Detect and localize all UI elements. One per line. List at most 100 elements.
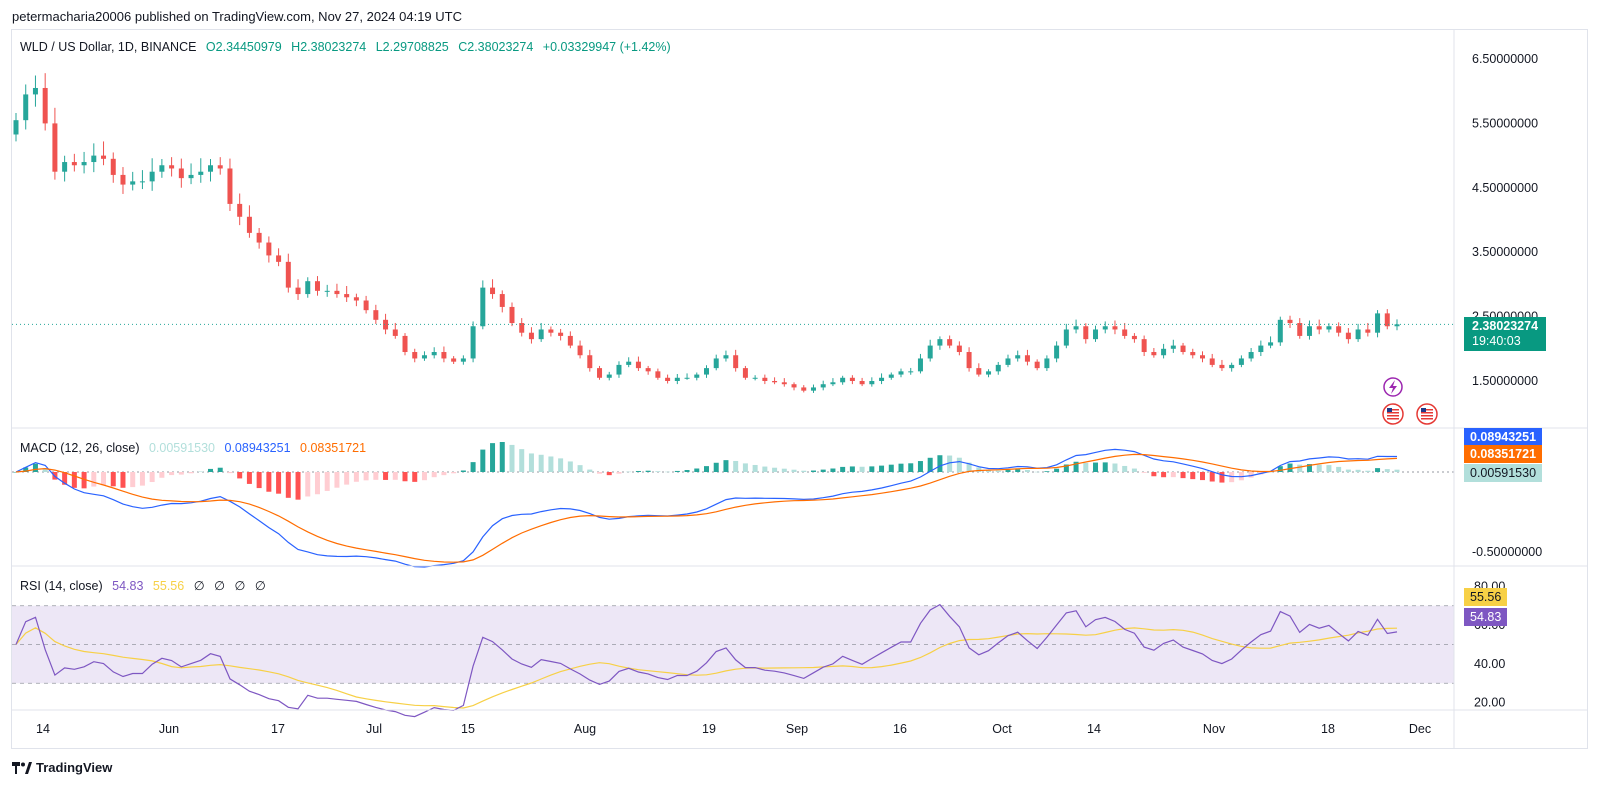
candle-body [392,329,398,336]
candle-body [616,364,622,375]
candle-body [490,287,496,295]
candle-body [1083,326,1089,340]
macd-histogram-bar [616,472,622,474]
candle-body [606,374,612,378]
candle-body [1394,324,1400,327]
candle-body [879,377,885,381]
candle-body [1024,355,1030,362]
macd-histogram-bar [995,470,1001,472]
ohlc-low: L2.29708825 [375,40,449,54]
macd-histogram-bar [139,472,145,486]
candle-body [645,368,651,372]
candle-body [470,326,476,359]
candle-body [169,165,175,169]
macd-histogram-bar [1083,462,1089,472]
macd-histogram-bar [723,460,729,472]
candle-body [849,377,855,381]
macd-histogram-bar [480,449,486,472]
candle-body [519,323,525,333]
macd-histogram-bar [169,472,175,476]
macd-histogram-bar [402,472,408,482]
macd-legend: MACD (12, 26, close) 0.00591530 0.089432… [20,441,372,455]
macd-histogram-bar [246,472,252,484]
macd-histogram-bar [528,453,534,472]
candle-body [276,255,282,262]
macd-histogram-bar [684,470,690,472]
candle-body [538,329,544,340]
macd-histogram-bar [626,471,632,473]
candle-body [237,203,243,217]
rsi-ma-line [15,627,1398,709]
macd-signal-value: 0.08351721 [300,441,367,455]
rsi-line [15,603,1398,718]
macd-histogram-bar [830,468,836,472]
candle-body [674,377,680,381]
candle-body [1297,323,1303,336]
last-price-pill: 2.38023274 19:40:03 [1464,317,1547,351]
candle-body [840,377,846,383]
candle-body [869,381,875,385]
ohlc-change: +0.03329947 (+1.42%) [542,40,671,54]
candle-body [295,287,301,295]
macd-histogram-bar [879,465,885,472]
macd-histogram-bar [898,463,904,472]
macd-histogram-bar [285,472,291,498]
candle-body [324,290,330,292]
macd-histogram-bar [62,472,68,485]
candle-body [1238,358,1244,365]
candle-body [937,339,943,346]
us-flag-event-icon-stripe [1387,418,1399,420]
macd-histogram-bar [324,472,330,491]
tradingview-brand[interactable]: TradingView [12,760,112,775]
macd-histogram-bar [1190,472,1196,480]
chart-canvas[interactable]: 6.50000000 5.50000000 4.50000000 3.50000000… [12,30,1587,748]
macd-histogram-bar [655,471,661,472]
macd-histogram-bar [421,472,427,481]
candle-body [917,358,923,372]
candle-body [1170,345,1176,349]
macd-histogram-bar [772,467,778,472]
candle-body [71,162,77,166]
candle-body [363,300,369,311]
macd-histogram-bar [820,469,826,472]
lightning-event-icon-bolt [1389,380,1397,394]
candle-body [431,352,437,356]
candle-body [898,371,904,375]
candle-body [1044,358,1050,369]
us-flag-event-icon-stripe [1421,415,1433,417]
candle-body [1258,345,1264,353]
time-tick-label: 16 [893,722,907,736]
candle-body [383,319,389,330]
candle-body [149,171,155,182]
symbol-legend: WLD / US Dollar, 1D, BINANCE O2.34450979… [20,40,677,54]
candle-body [130,181,136,185]
candle-countdown: 19:40:03 [1472,334,1521,348]
candle-body [762,377,768,381]
macd-histogram-bar [694,468,700,472]
macd-histogram-bar [499,442,505,472]
candle-body [558,332,564,336]
candle-body [344,294,350,298]
time-tick-label: 18 [1321,722,1335,736]
candle-body [1316,326,1322,330]
macd-histogram-bar [567,461,573,472]
rsi-title: RSI (14, close) [20,579,103,593]
macd-histogram-bar [276,472,282,494]
candle-body [1131,335,1137,340]
price-tick-label: 3.50000000 [1472,245,1538,259]
candle-body [1112,326,1118,330]
macd-histogram-bar [1005,470,1011,472]
macd-histogram-bar [130,472,136,488]
candle-body [733,355,739,369]
rsi-tick-label: 20.00 [1474,696,1505,710]
macd-histogram-bar [1277,466,1283,472]
macd-histogram-bar [1170,472,1176,478]
candle-body [1268,342,1274,346]
macd-histogram-bar [101,472,107,486]
candle-body [655,371,661,378]
macd-histogram-bar [490,443,496,472]
candle-body [1365,329,1371,333]
time-tick-label: Oct [992,722,1012,736]
candle-body [217,165,223,169]
candle-body [1336,326,1342,333]
